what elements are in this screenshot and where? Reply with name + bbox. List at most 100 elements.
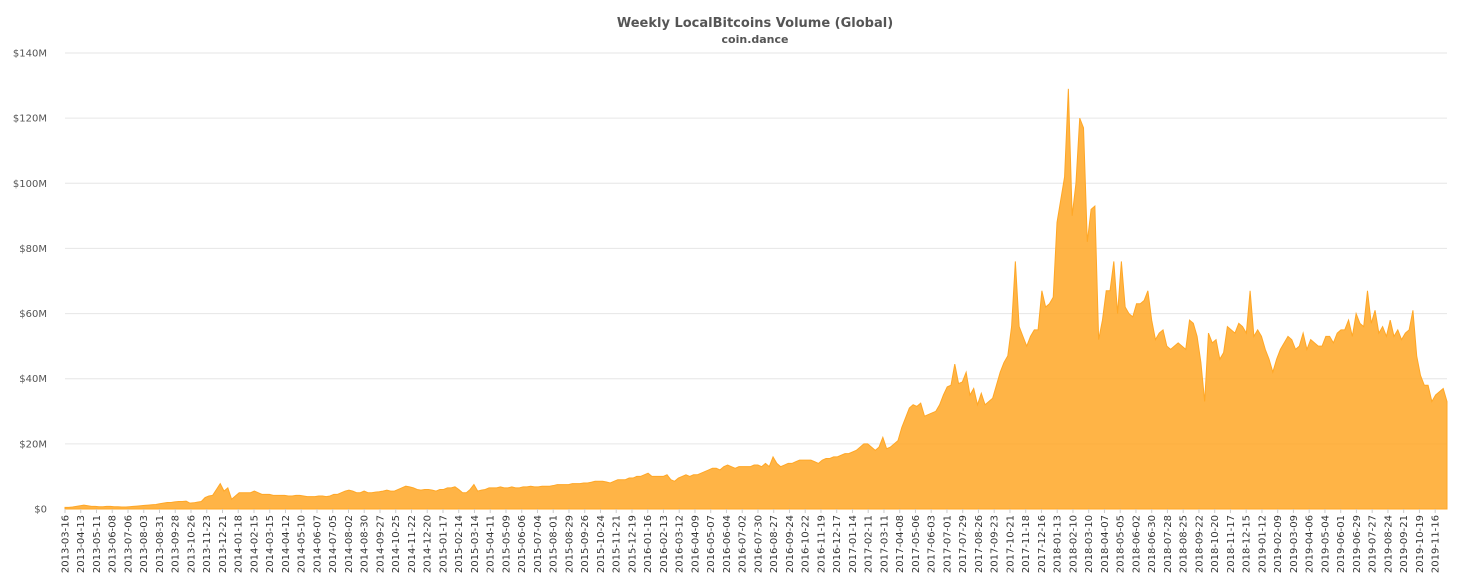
y-tick-label: $0 [34, 505, 47, 516]
x-tick-label: 2018-06-30 [1147, 515, 1158, 573]
x-tick-label: 2014-11-22 [407, 515, 418, 573]
x-tick-label: 2017-07-29 [958, 515, 969, 573]
x-tick-label: 2015-12-19 [627, 515, 638, 573]
x-tick-label: 2018-01-13 [1053, 515, 1064, 573]
x-tick-label: 2019-01-12 [1257, 515, 1268, 573]
x-tick-label: 2017-09-23 [990, 515, 1001, 573]
x-tick-label: 2016-04-09 [690, 515, 701, 573]
x-tick-label: 2019-05-04 [1320, 515, 1331, 573]
x-tick-label: 2015-08-29 [564, 515, 575, 573]
x-tick-label: 2016-05-07 [706, 515, 717, 573]
x-tick-label: 2019-07-27 [1368, 515, 1379, 573]
x-tick-label: 2017-08-26 [974, 515, 985, 573]
x-tick-label: 2015-02-14 [454, 515, 465, 573]
x-tick-label: 2017-04-08 [895, 515, 906, 573]
x-tick-label: 2016-02-13 [659, 515, 670, 573]
x-tick-label: 2013-10-26 [186, 515, 197, 573]
x-tick-label: 2016-01-16 [643, 515, 654, 573]
series-area [64, 88, 1448, 510]
y-tick-label: $60M [19, 309, 47, 320]
x-tick-label: 2014-04-12 [281, 515, 292, 573]
chart-title: Weekly LocalBitcoins Volume (Global) [617, 16, 893, 31]
x-tick-label: 2013-11-23 [202, 515, 213, 573]
x-tick-label: 2014-03-15 [265, 515, 276, 573]
x-tick-label: 2013-08-31 [155, 515, 166, 573]
chart-subtitle: coin.dance [722, 33, 789, 46]
y-tick-label: $80M [19, 244, 47, 255]
x-tick-label: 2014-05-10 [297, 515, 308, 573]
x-tick-label: 2018-03-10 [1084, 515, 1095, 573]
x-tick-label: 2018-08-25 [1179, 515, 1190, 573]
x-tick-label: 2013-05-11 [92, 515, 103, 573]
x-tick-label: 2015-10-24 [596, 515, 607, 573]
x-tick-label: 2014-02-15 [249, 515, 260, 573]
x-tick-label: 2019-08-24 [1383, 515, 1394, 573]
x-tick-label: 2018-06-02 [1131, 515, 1142, 573]
x-tick-label: 2015-06-06 [517, 515, 528, 573]
x-tick-label: 2013-06-08 [108, 515, 119, 573]
x-tick-label: 2015-01-17 [438, 515, 449, 573]
volume-area [64, 88, 1448, 510]
x-tick-label: 2014-08-30 [360, 515, 371, 573]
x-tick-label: 2017-01-14 [848, 515, 859, 573]
x-tick-label: 2015-09-26 [580, 515, 591, 573]
x-tick-label: 2017-06-03 [927, 515, 938, 573]
x-tick-label: 2017-11-18 [1021, 515, 1032, 573]
x-tick-label: 2015-11-21 [612, 515, 623, 573]
x-tick-label: 2019-09-21 [1399, 515, 1410, 573]
y-tick-label: $100M [13, 179, 47, 190]
x-tick-label: 2018-02-10 [1068, 515, 1079, 573]
y-tick-label: $140M [13, 49, 47, 60]
x-tick-label: 2016-07-30 [753, 515, 764, 573]
x-tick-label: 2015-05-09 [501, 515, 512, 573]
x-tick-label: 2014-06-07 [312, 515, 323, 573]
x-tick-label: 2017-02-11 [864, 515, 875, 573]
x-tick-label: 2013-12-21 [218, 515, 229, 573]
x-tick-label: 2018-04-07 [1100, 515, 1111, 573]
x-tick-label: 2015-04-11 [486, 515, 497, 573]
x-tick-label: 2019-10-19 [1415, 515, 1426, 573]
x-axis: 2013-03-16 2013-04-13 2013-05-11 2013-06-08… [61, 509, 1442, 573]
x-tick-label: 2018-05-05 [1116, 515, 1127, 573]
x-tick-label: 2019-06-01 [1336, 515, 1347, 573]
x-tick-label: 2014-12-20 [423, 515, 434, 573]
x-tick-label: 2013-08-03 [139, 515, 150, 573]
grid-lines [65, 52, 1447, 510]
x-tick-label: 2017-12-16 [1037, 515, 1048, 573]
x-tick-label: 2019-11-16 [1431, 515, 1442, 573]
x-tick-label: 2013-09-28 [171, 515, 182, 573]
x-tick-label: 2016-09-24 [785, 515, 796, 573]
x-tick-label: 2017-10-21 [1005, 515, 1016, 573]
x-tick-label: 2015-08-01 [549, 515, 560, 573]
x-tick-label: 2016-06-04 [722, 515, 733, 573]
x-tick-label: 2013-07-06 [123, 515, 134, 573]
x-tick-label: 2017-05-06 [911, 515, 922, 573]
x-tick-label: 2018-07-28 [1163, 515, 1174, 573]
x-tick-label: 2017-03-11 [879, 515, 890, 573]
y-axis: $0 $20M $40M $60M $80M $100M $120M $140M [13, 49, 47, 516]
x-tick-label: 2016-11-19 [816, 515, 827, 573]
x-tick-label: 2013-04-13 [76, 515, 87, 573]
x-tick-label: 2016-07-02 [738, 515, 749, 573]
x-tick-label: 2018-10-20 [1210, 515, 1221, 573]
x-tick-label: 2018-11-17 [1226, 515, 1237, 573]
y-tick-label: $20M [19, 439, 47, 450]
x-tick-label: 2019-04-06 [1305, 515, 1316, 573]
x-tick-label: 2018-09-22 [1194, 515, 1205, 573]
x-tick-label: 2017-07-01 [942, 515, 953, 573]
x-tick-label: 2013-03-16 [61, 515, 72, 573]
x-tick-label: 2019-06-29 [1352, 515, 1363, 573]
x-tick-label: 2014-10-25 [391, 515, 402, 573]
x-tick-label: 2014-08-02 [344, 515, 355, 573]
x-tick-label: 2016-03-12 [675, 515, 686, 573]
y-tick-label: $40M [19, 374, 47, 385]
x-tick-label: 2019-03-09 [1289, 515, 1300, 573]
x-tick-label: 2016-10-22 [801, 515, 812, 573]
x-tick-label: 2014-01-18 [234, 515, 245, 573]
x-tick-label: 2018-12-15 [1242, 515, 1253, 573]
x-tick-label: 2015-07-04 [533, 515, 544, 573]
x-tick-label: 2014-09-27 [375, 515, 386, 573]
y-tick-label: $120M [13, 114, 47, 125]
